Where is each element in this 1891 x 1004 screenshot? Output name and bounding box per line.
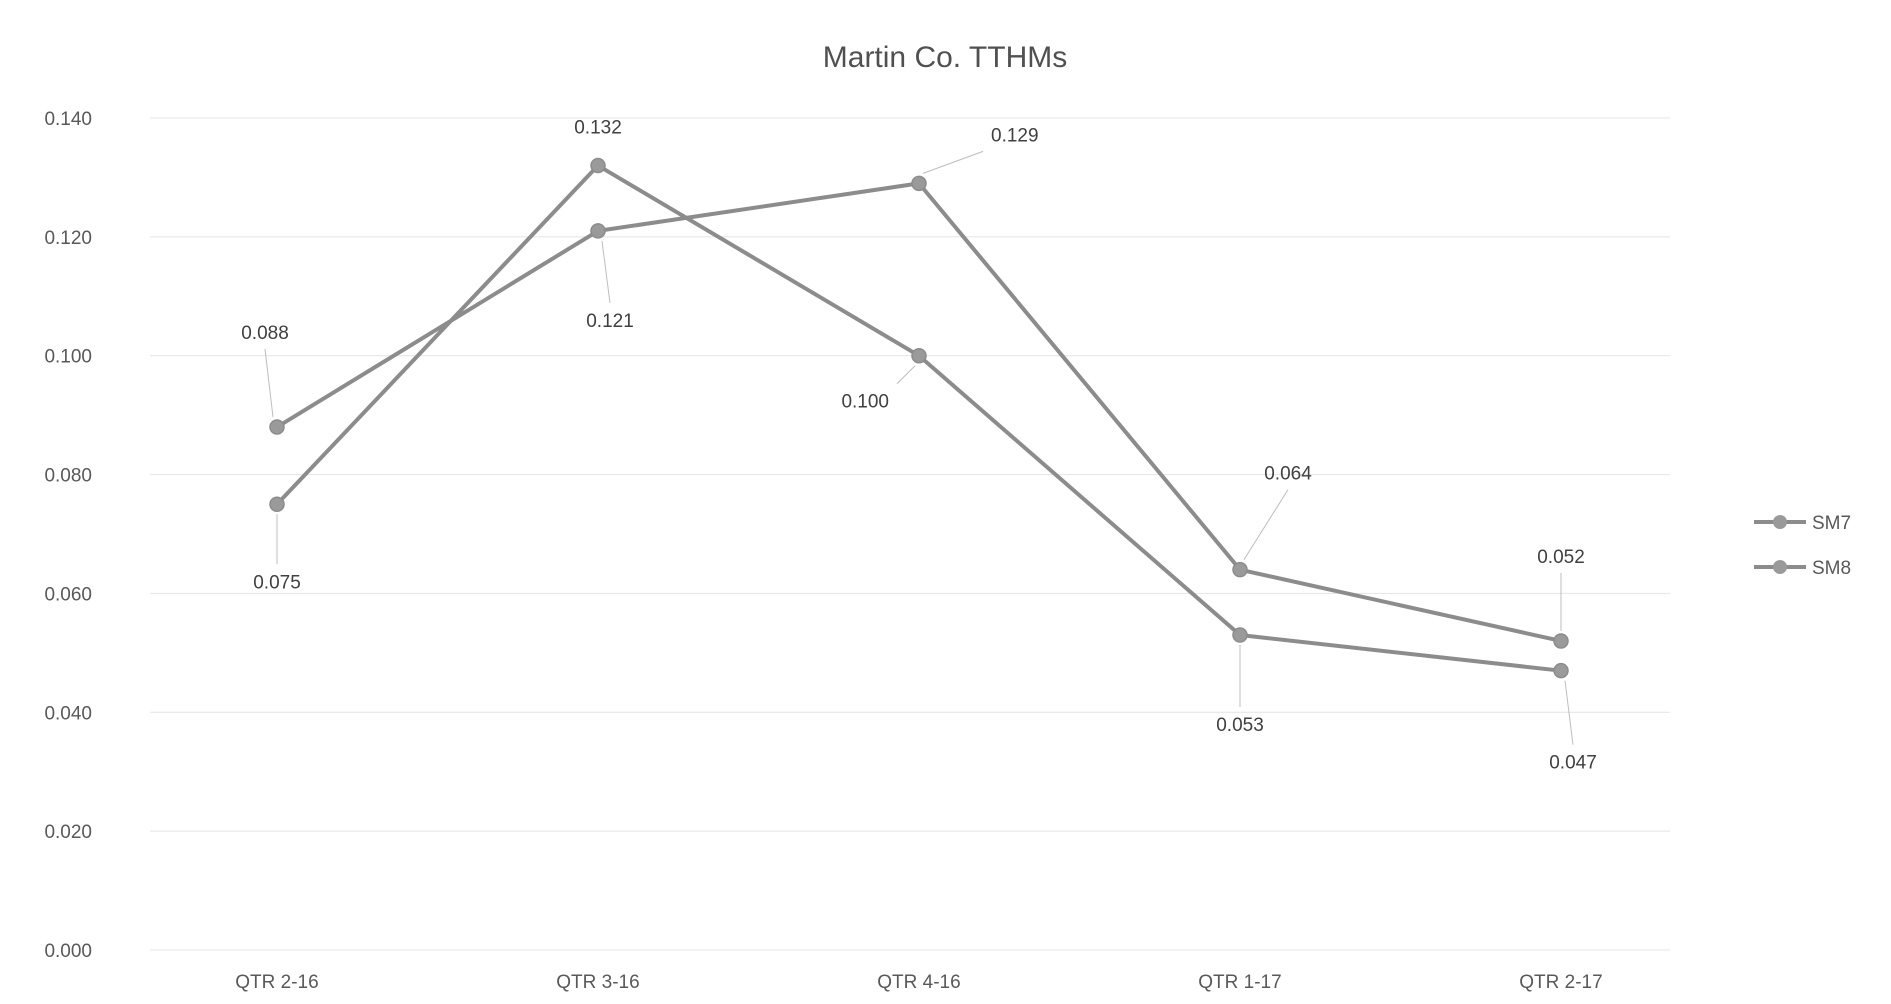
data-label-sm8: 0.075 [253, 572, 301, 593]
y-tick-label: 0.040 [44, 703, 92, 724]
series-line-sm8 [275, 163, 1562, 673]
x-tick-label: QTR 4-16 [877, 972, 960, 993]
y-tick-label: 0.120 [44, 228, 92, 249]
legend-label: SM8 [1812, 558, 1851, 579]
data-point-sm8 [1553, 662, 1569, 679]
data-point-sm7 [269, 419, 285, 435]
y-axis: 0.000 0.020 0.040 0.060 0.080 0.100 0.120 0.140 [44, 109, 92, 962]
data-point-sm7 [911, 175, 927, 192]
legend-item-sm8: SM8 [1754, 558, 1851, 579]
data-label-sm8: 0.132 [574, 118, 622, 139]
y-tick-label: 0.060 [44, 584, 92, 605]
x-tick-label: QTR 3-16 [556, 972, 639, 993]
data-label-sm7: 0.052 [1537, 547, 1585, 568]
y-tick-label: 0.140 [44, 109, 92, 130]
data-labels: 0.088 0.121 0.129 0.064 0.052 0.075 0.132 0.100… [241, 118, 1597, 774]
data-label-sm8: 0.053 [1216, 715, 1264, 736]
data-label-sm7: 0.088 [241, 323, 289, 344]
legend-marker [1773, 560, 1787, 574]
y-tick-label: 0.100 [44, 347, 92, 368]
data-point-sm7 [1232, 561, 1248, 578]
grid-lines [150, 117, 1670, 951]
series-layer [269, 157, 1569, 679]
label-leader-line [264, 348, 274, 418]
data-point-sm8 [269, 496, 285, 513]
data-label-sm7: 0.064 [1264, 464, 1312, 485]
legend-label: SM7 [1812, 513, 1851, 534]
label-leader-line [922, 150, 984, 174]
data-label-sm8: 0.047 [1549, 753, 1597, 774]
label-leader-line [1564, 680, 1574, 745]
legend-item-sm7: SM7 [1754, 513, 1851, 534]
legend-marker [1773, 515, 1787, 529]
data-point-sm8 [1232, 627, 1248, 643]
data-point-sm8 [911, 347, 927, 364]
data-point-sm7 [590, 223, 606, 239]
chart-title: Martin Co. TTHMs [823, 41, 1067, 74]
x-tick-label: QTR 1-17 [1198, 972, 1281, 993]
data-label-sm7: 0.121 [586, 311, 634, 332]
data-label-sm8: 0.100 [841, 392, 889, 413]
series-sm8 [269, 157, 1569, 679]
data-label-sm7: 0.129 [991, 125, 1039, 146]
legend: SM7 SM8 [1754, 513, 1851, 579]
label-leader-line [1243, 489, 1289, 560]
series-sm7 [269, 175, 1569, 649]
x-tick-label: QTR 2-17 [1519, 972, 1602, 993]
series-line-sm7 [275, 181, 1562, 643]
y-tick-label: 0.020 [44, 822, 92, 843]
y-tick-label: 0.000 [44, 941, 92, 962]
label-leader-line [601, 240, 611, 303]
y-tick-label: 0.080 [44, 466, 92, 487]
x-tick-label: QTR 2-16 [235, 972, 318, 993]
data-point-sm7 [1553, 633, 1569, 649]
data-point-sm8 [590, 157, 606, 174]
label-leader-line [896, 365, 916, 385]
x-axis: QTR 2-16 QTR 3-16 QTR 4-16 QTR 1-17 QTR 2-17 [235, 972, 1602, 993]
